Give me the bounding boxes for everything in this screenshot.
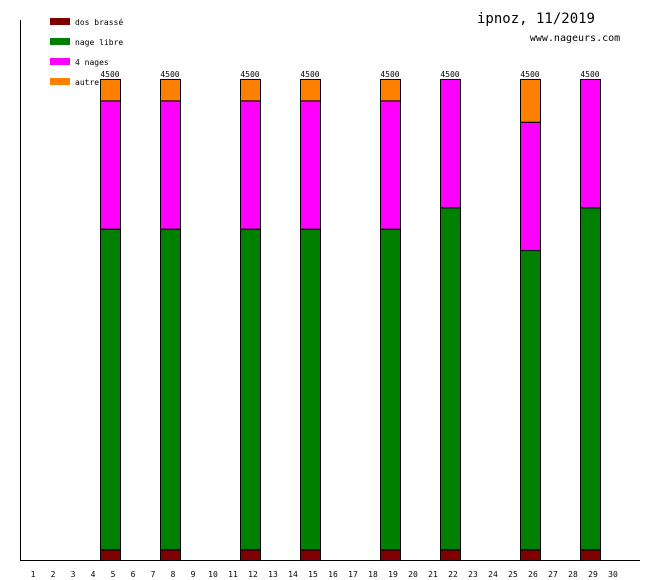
x-tick-2: 2 (51, 570, 56, 579)
x-tick-26: 26 (528, 570, 538, 579)
total-label-day-8: 4500 (160, 70, 179, 79)
x-tick-12: 12 (248, 570, 258, 579)
x-tick-8: 8 (171, 570, 176, 579)
x-tick-20: 20 (408, 570, 418, 579)
bar-day-8-series-1 (160, 549, 181, 561)
bar-day-8-series-3 (160, 100, 181, 230)
x-tick-5: 5 (111, 570, 116, 579)
bar-day-5-series-3 (100, 100, 121, 230)
bars-group (100, 79, 601, 561)
totals-group: 4500 4500 4500 4500 4500 4500 4500 4500 (100, 70, 599, 79)
legend-label-4: autre (75, 78, 99, 87)
x-tick-21: 21 (428, 570, 438, 579)
bar-day-26-series-4 (520, 79, 541, 123)
bar-day-29-series-1 (580, 549, 601, 561)
x-tick-14: 14 (288, 570, 298, 579)
bar-day-19-series-1 (380, 549, 401, 561)
bar-day-15-series-4 (300, 79, 321, 102)
x-tick-3: 3 (71, 570, 76, 579)
x-tick-6: 6 (131, 570, 136, 579)
legend-swatch-4 (50, 78, 70, 85)
bar-day-12-series-1 (240, 549, 261, 561)
legend-swatch-1 (50, 18, 70, 25)
x-tick-25: 25 (508, 570, 518, 579)
legend-label-3: 4 nages (75, 58, 109, 67)
chart-title: ipnoz, 11/2019 (477, 11, 595, 27)
x-tick-16: 16 (328, 570, 338, 579)
bar-day-12-series-4 (240, 79, 261, 102)
bar-day-26-series-1 (520, 549, 541, 561)
x-tick-30: 30 (608, 570, 618, 579)
x-tick-4: 4 (91, 570, 96, 579)
bar-day-8-series-4 (160, 79, 181, 102)
total-label-day-22: 4500 (440, 70, 459, 79)
total-label-day-5: 4500 (100, 70, 119, 79)
legend: dos brassé nage libre 4 nages autre (50, 17, 123, 87)
x-tick-11: 11 (228, 570, 238, 579)
x-tick-18: 18 (368, 570, 378, 579)
bar-day-22-series-2 (440, 207, 461, 551)
x-tick-23: 23 (468, 570, 478, 579)
x-tick-15: 15 (308, 570, 318, 579)
total-label-day-15: 4500 (300, 70, 319, 79)
bar-day-15-series-3 (300, 100, 321, 230)
bar-day-19-series-4 (380, 79, 401, 102)
x-tick-29: 29 (588, 570, 598, 579)
total-label-day-29: 4500 (580, 70, 599, 79)
bar-day-29-series-3 (580, 79, 601, 209)
x-tick-17: 17 (348, 570, 358, 579)
bar-day-15-series-2 (300, 228, 321, 551)
x-tick-1: 1 (31, 570, 36, 579)
x-tick-24: 24 (488, 570, 498, 579)
bar-day-12-series-3 (240, 100, 261, 230)
x-tick-labels: 1 2 3 4 5 6 7 8 9 10 11 12 13 14 15 16 17 18 19 20 21 22 23 24 2… (31, 570, 618, 579)
chart-subtitle: www.nageurs.com (530, 33, 620, 44)
x-tick-27: 27 (548, 570, 558, 579)
bar-day-22-series-3 (440, 79, 461, 209)
x-tick-19: 19 (388, 570, 398, 579)
legend-label-2: nage libre (75, 38, 123, 47)
bar-day-29-series-2 (580, 207, 601, 551)
x-tick-10: 10 (208, 570, 218, 579)
bar-day-22-series-1 (440, 549, 461, 561)
x-tick-9: 9 (191, 570, 196, 579)
x-tick-7: 7 (151, 570, 156, 579)
bar-day-12-series-2 (240, 228, 261, 551)
total-label-day-26: 4500 (520, 70, 539, 79)
bar-day-8-series-2 (160, 228, 181, 551)
bar-day-19-series-3 (380, 100, 401, 230)
bar-day-15-series-1 (300, 549, 321, 561)
bar-day-19-series-2 (380, 228, 401, 551)
bar-day-26-series-2 (520, 250, 541, 551)
bar-day-26-series-3 (520, 121, 541, 252)
bar-day-5-series-4 (100, 79, 121, 102)
total-label-day-12: 4500 (240, 70, 259, 79)
bar-day-5-series-2 (100, 228, 121, 551)
legend-label-1: dos brassé (75, 17, 123, 27)
x-tick-13: 13 (268, 570, 278, 579)
legend-swatch-3 (50, 58, 70, 65)
x-tick-28: 28 (568, 570, 578, 579)
x-tick-22: 22 (448, 570, 458, 579)
bar-day-5-series-1 (100, 549, 121, 561)
total-label-day-19: 4500 (380, 70, 399, 79)
legend-swatch-2 (50, 38, 70, 45)
